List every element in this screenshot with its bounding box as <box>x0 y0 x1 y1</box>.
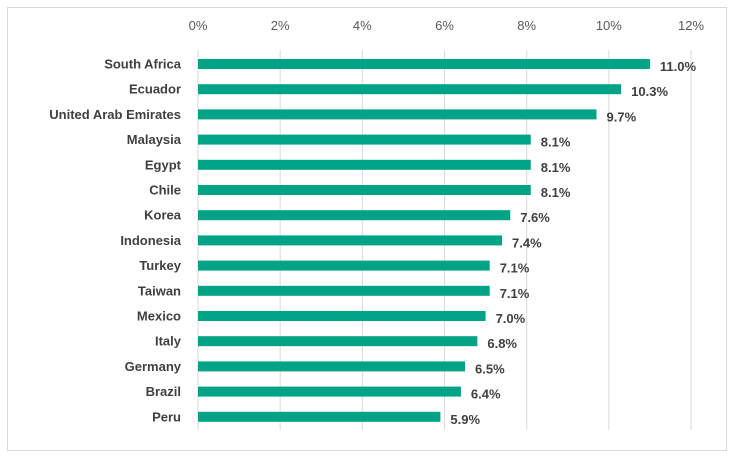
data-label: 6.8% <box>487 336 517 351</box>
category-label: Korea <box>144 208 182 223</box>
category-label: Indonesia <box>120 233 181 248</box>
data-label: 7.4% <box>512 235 542 250</box>
data-label: 7.1% <box>500 261 530 276</box>
data-label: 8.1% <box>541 160 571 175</box>
x-tick-label: 4% <box>353 18 372 33</box>
bar <box>198 311 486 321</box>
category-label: South Africa <box>104 57 182 72</box>
data-label: 8.1% <box>541 135 571 150</box>
x-tick-label: 6% <box>435 18 454 33</box>
category-label: Germany <box>125 359 182 374</box>
bar <box>198 134 531 145</box>
data-label: 5.9% <box>450 412 480 427</box>
data-label: 9.7% <box>607 109 637 124</box>
x-tick-label: 2% <box>271 18 290 33</box>
category-label: Ecuador <box>129 82 181 97</box>
chart-frame <box>7 7 727 451</box>
bar <box>198 59 650 69</box>
data-label: 7.1% <box>500 286 530 301</box>
category-label: Mexico <box>137 309 181 324</box>
x-tick-label: 12% <box>678 18 704 33</box>
category-label: Peru <box>152 409 181 424</box>
category-label: Taiwan <box>138 283 181 298</box>
category-label: Turkey <box>139 258 181 273</box>
data-label: 7.6% <box>520 210 550 225</box>
category-label: Italy <box>155 334 182 349</box>
data-label: 11.0% <box>660 59 697 74</box>
data-label: 10.3% <box>631 84 668 99</box>
bar <box>198 159 531 170</box>
bar <box>198 109 597 120</box>
x-tick-label: 10% <box>596 18 622 33</box>
category-label: Chile <box>149 183 181 198</box>
data-label: 6.4% <box>471 387 501 402</box>
bar <box>198 84 622 95</box>
category-label: United Arab Emirates <box>49 107 181 122</box>
bar <box>198 185 531 195</box>
data-label: 8.1% <box>541 185 571 200</box>
bar <box>198 260 490 271</box>
x-tick-label: 8% <box>517 18 536 33</box>
bar <box>198 386 461 397</box>
bar <box>198 210 511 221</box>
data-label: 6.5% <box>475 361 505 376</box>
category-label: Malaysia <box>127 132 182 147</box>
category-label: Brazil <box>146 384 181 399</box>
x-tick-label: 0% <box>189 18 208 33</box>
data-label: 7.0% <box>496 311 526 326</box>
bar <box>198 285 490 296</box>
category-label: Egypt <box>145 157 182 172</box>
bar <box>198 361 466 372</box>
bar <box>198 411 441 422</box>
bar <box>198 235 503 246</box>
bar <box>198 336 478 347</box>
